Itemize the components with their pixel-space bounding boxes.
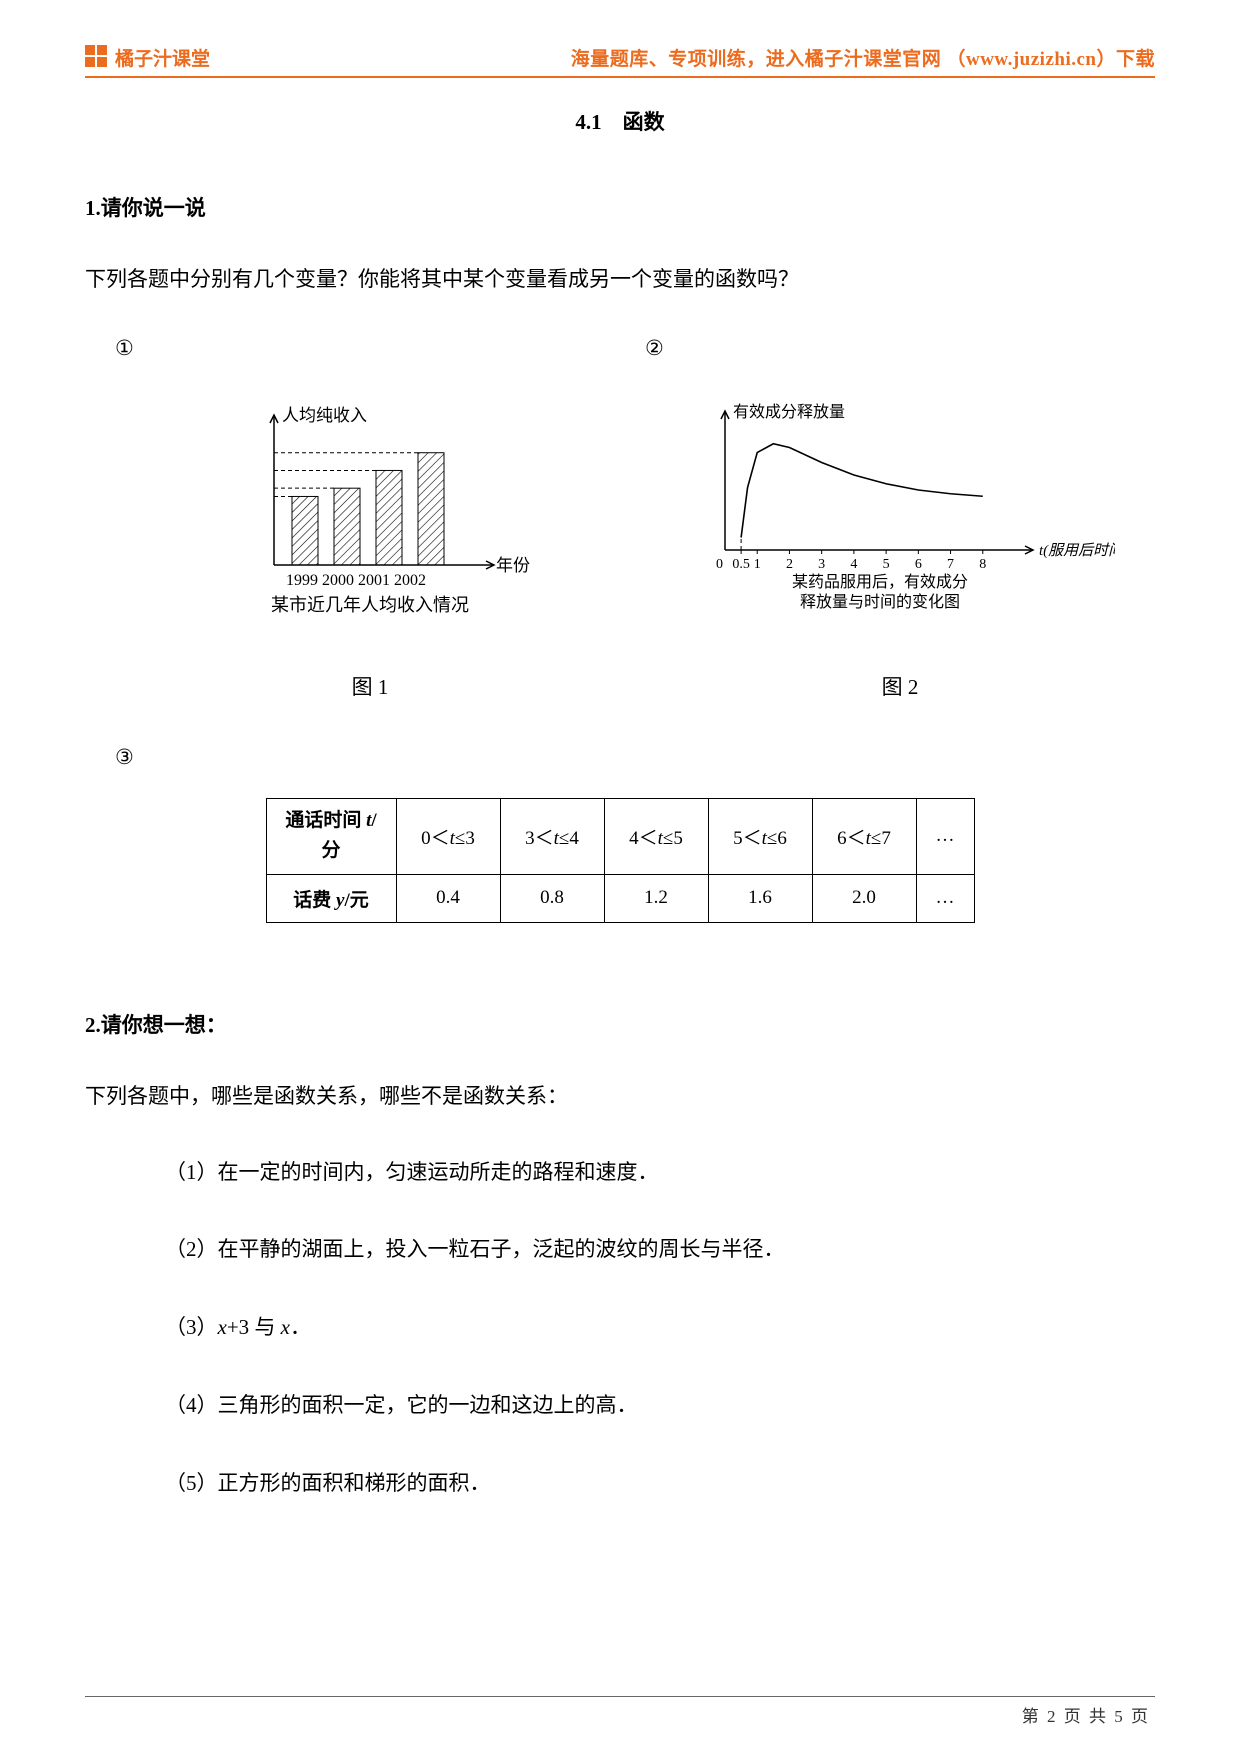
svg-text:0: 0 xyxy=(716,557,723,572)
page-number: 第 2 页 共 5 页 xyxy=(1022,1702,1150,1727)
q1-body: 下列各题中分别有几个变量？你能将其中某个变量看成另一个变量的函数吗？ xyxy=(85,260,1155,300)
brand-block: 橘子汁课堂 xyxy=(85,44,210,71)
q2-item: （2）在平静的湖面上，投入一粒石子，泛起的波纹的周长与半径． xyxy=(165,1232,1155,1268)
table-dots-cell: … xyxy=(916,874,974,922)
svg-text:1999 2000 2001 2002: 1999 2000 2001 2002 xyxy=(286,572,426,589)
svg-text:0.5: 0.5 xyxy=(732,557,750,572)
circled-1: ① xyxy=(115,336,625,361)
table-range-cell: 3＜t≤4 xyxy=(500,798,604,874)
q2-item: （1）在一定的时间内，匀速运动所走的路程和速度． xyxy=(165,1155,1155,1191)
svg-text:7: 7 xyxy=(947,557,954,572)
table-range-cell: 6＜t≤7 xyxy=(812,798,916,874)
svg-text:t(服用后时间): t(服用后时间) xyxy=(1039,542,1115,559)
svg-text:5: 5 xyxy=(883,557,890,572)
q2-title: 2.请你想一想： xyxy=(85,1009,1155,1039)
table-header-fee: 话费 y/元 xyxy=(266,874,396,922)
svg-text:4: 4 xyxy=(850,557,857,572)
q1-title: 1.请你说一说 xyxy=(85,192,1155,222)
svg-text:有效成分释放量: 有效成分释放量 xyxy=(733,403,845,421)
table-fee-cell: 0.8 xyxy=(500,874,604,922)
line-chart: 有效成分释放量 t(服用后时间) 0.5 1 2 3 4 5 6 7 8 0 某药品服用后，有效成分释放… xyxy=(685,385,1115,625)
svg-text:2: 2 xyxy=(786,557,793,572)
bar-chart: 人均纯收入年份 1999 2000 2001 2002 某市近几年人均收入情况 xyxy=(190,385,550,625)
q2-item: （5）正方形的面积和梯形的面积． xyxy=(165,1466,1155,1502)
table-fee-cell: 1.6 xyxy=(708,874,812,922)
footer-divider xyxy=(85,1696,1155,1697)
table-fee-cell: 2.0 xyxy=(812,874,916,922)
table-header-time: 通话时间 t/分 xyxy=(266,798,396,874)
table-fee-cell: 1.2 xyxy=(604,874,708,922)
svg-text:年份: 年份 xyxy=(496,556,530,575)
page-content: 4.1 函数 1.请你说一说 下列各题中分别有几个变量？你能将其中某个变量看成另… xyxy=(85,100,1155,1543)
svg-text:某药品服用后，有效成分: 某药品服用后，有效成分 xyxy=(792,573,968,591)
col-2: ② 有效成分释放量 t(服用后时间) 0.5 1 2 3 4 5 6 7 8 0 某药品服用后，有效成分… xyxy=(645,336,1155,701)
q2-body: 下列各题中，哪些是函数关系，哪些不是函数关系： xyxy=(85,1077,1155,1117)
col-1: ① 人均纯收入年份 1999 2000 2001 2002 某市近几年人均收入情况 … xyxy=(115,336,625,701)
svg-text:3: 3 xyxy=(818,557,825,572)
brand-text: 橘子汁课堂 xyxy=(115,44,210,71)
figure-2-label: 图 2 xyxy=(882,671,919,701)
svg-text:8: 8 xyxy=(979,557,986,572)
svg-text:1: 1 xyxy=(754,557,761,572)
q2-list: （1）在一定的时间内，匀速运动所走的路程和速度． （2）在平静的湖面上，投入一粒石… xyxy=(165,1155,1155,1501)
figure-row: ① 人均纯收入年份 1999 2000 2001 2002 某市近几年人均收入情况 … xyxy=(115,336,1155,701)
brand-logo-icon xyxy=(85,45,109,69)
svg-text:人均纯收入: 人均纯收入 xyxy=(282,406,367,425)
q2-item: （4）三角形的面积一定，它的一边和这边上的高． xyxy=(165,1388,1155,1424)
circled-2: ② xyxy=(645,336,1155,361)
figure-1-label: 图 1 xyxy=(352,671,389,701)
svg-text:释放量与时间的变化图: 释放量与时间的变化图 xyxy=(800,593,960,611)
svg-text:某市近几年人均收入情况: 某市近几年人均收入情况 xyxy=(271,595,469,615)
figure-1: 人均纯收入年份 1999 2000 2001 2002 某市近几年人均收入情况 图 … xyxy=(115,385,625,701)
table-fee-cell: 0.4 xyxy=(396,874,500,922)
table-range-cell: 4＜t≤5 xyxy=(604,798,708,874)
table-dots-cell: … xyxy=(916,798,974,874)
header-right-text: 海量题库、专项训练，进入橘子汁课堂官网 （www.juzizhi.cn）下载 xyxy=(571,44,1155,71)
fee-table: 通话时间 t/分0＜t≤33＜t≤44＜t≤55＜t≤66＜t≤7… 话费 y/元… xyxy=(266,798,975,923)
svg-text:6: 6 xyxy=(915,557,922,572)
page-header: 橘子汁课堂 海量题库、专项训练，进入橘子汁课堂官网 （www.juzizhi.c… xyxy=(85,42,1155,72)
q2-item: （3）x+3 与 x． xyxy=(165,1310,1155,1346)
table-range-cell: 5＜t≤6 xyxy=(708,798,812,874)
circled-3: ③ xyxy=(115,745,1155,770)
table-range-cell: 0＜t≤3 xyxy=(396,798,500,874)
figure-2: 有效成分释放量 t(服用后时间) 0.5 1 2 3 4 5 6 7 8 0 某药品服用后，有效成分释放… xyxy=(645,385,1155,701)
section-2: 2.请你想一想： 下列各题中，哪些是函数关系，哪些不是函数关系： （1）在一定的… xyxy=(85,1009,1155,1501)
chapter-title: 4.1 函数 xyxy=(85,106,1155,136)
header-divider xyxy=(85,76,1155,78)
